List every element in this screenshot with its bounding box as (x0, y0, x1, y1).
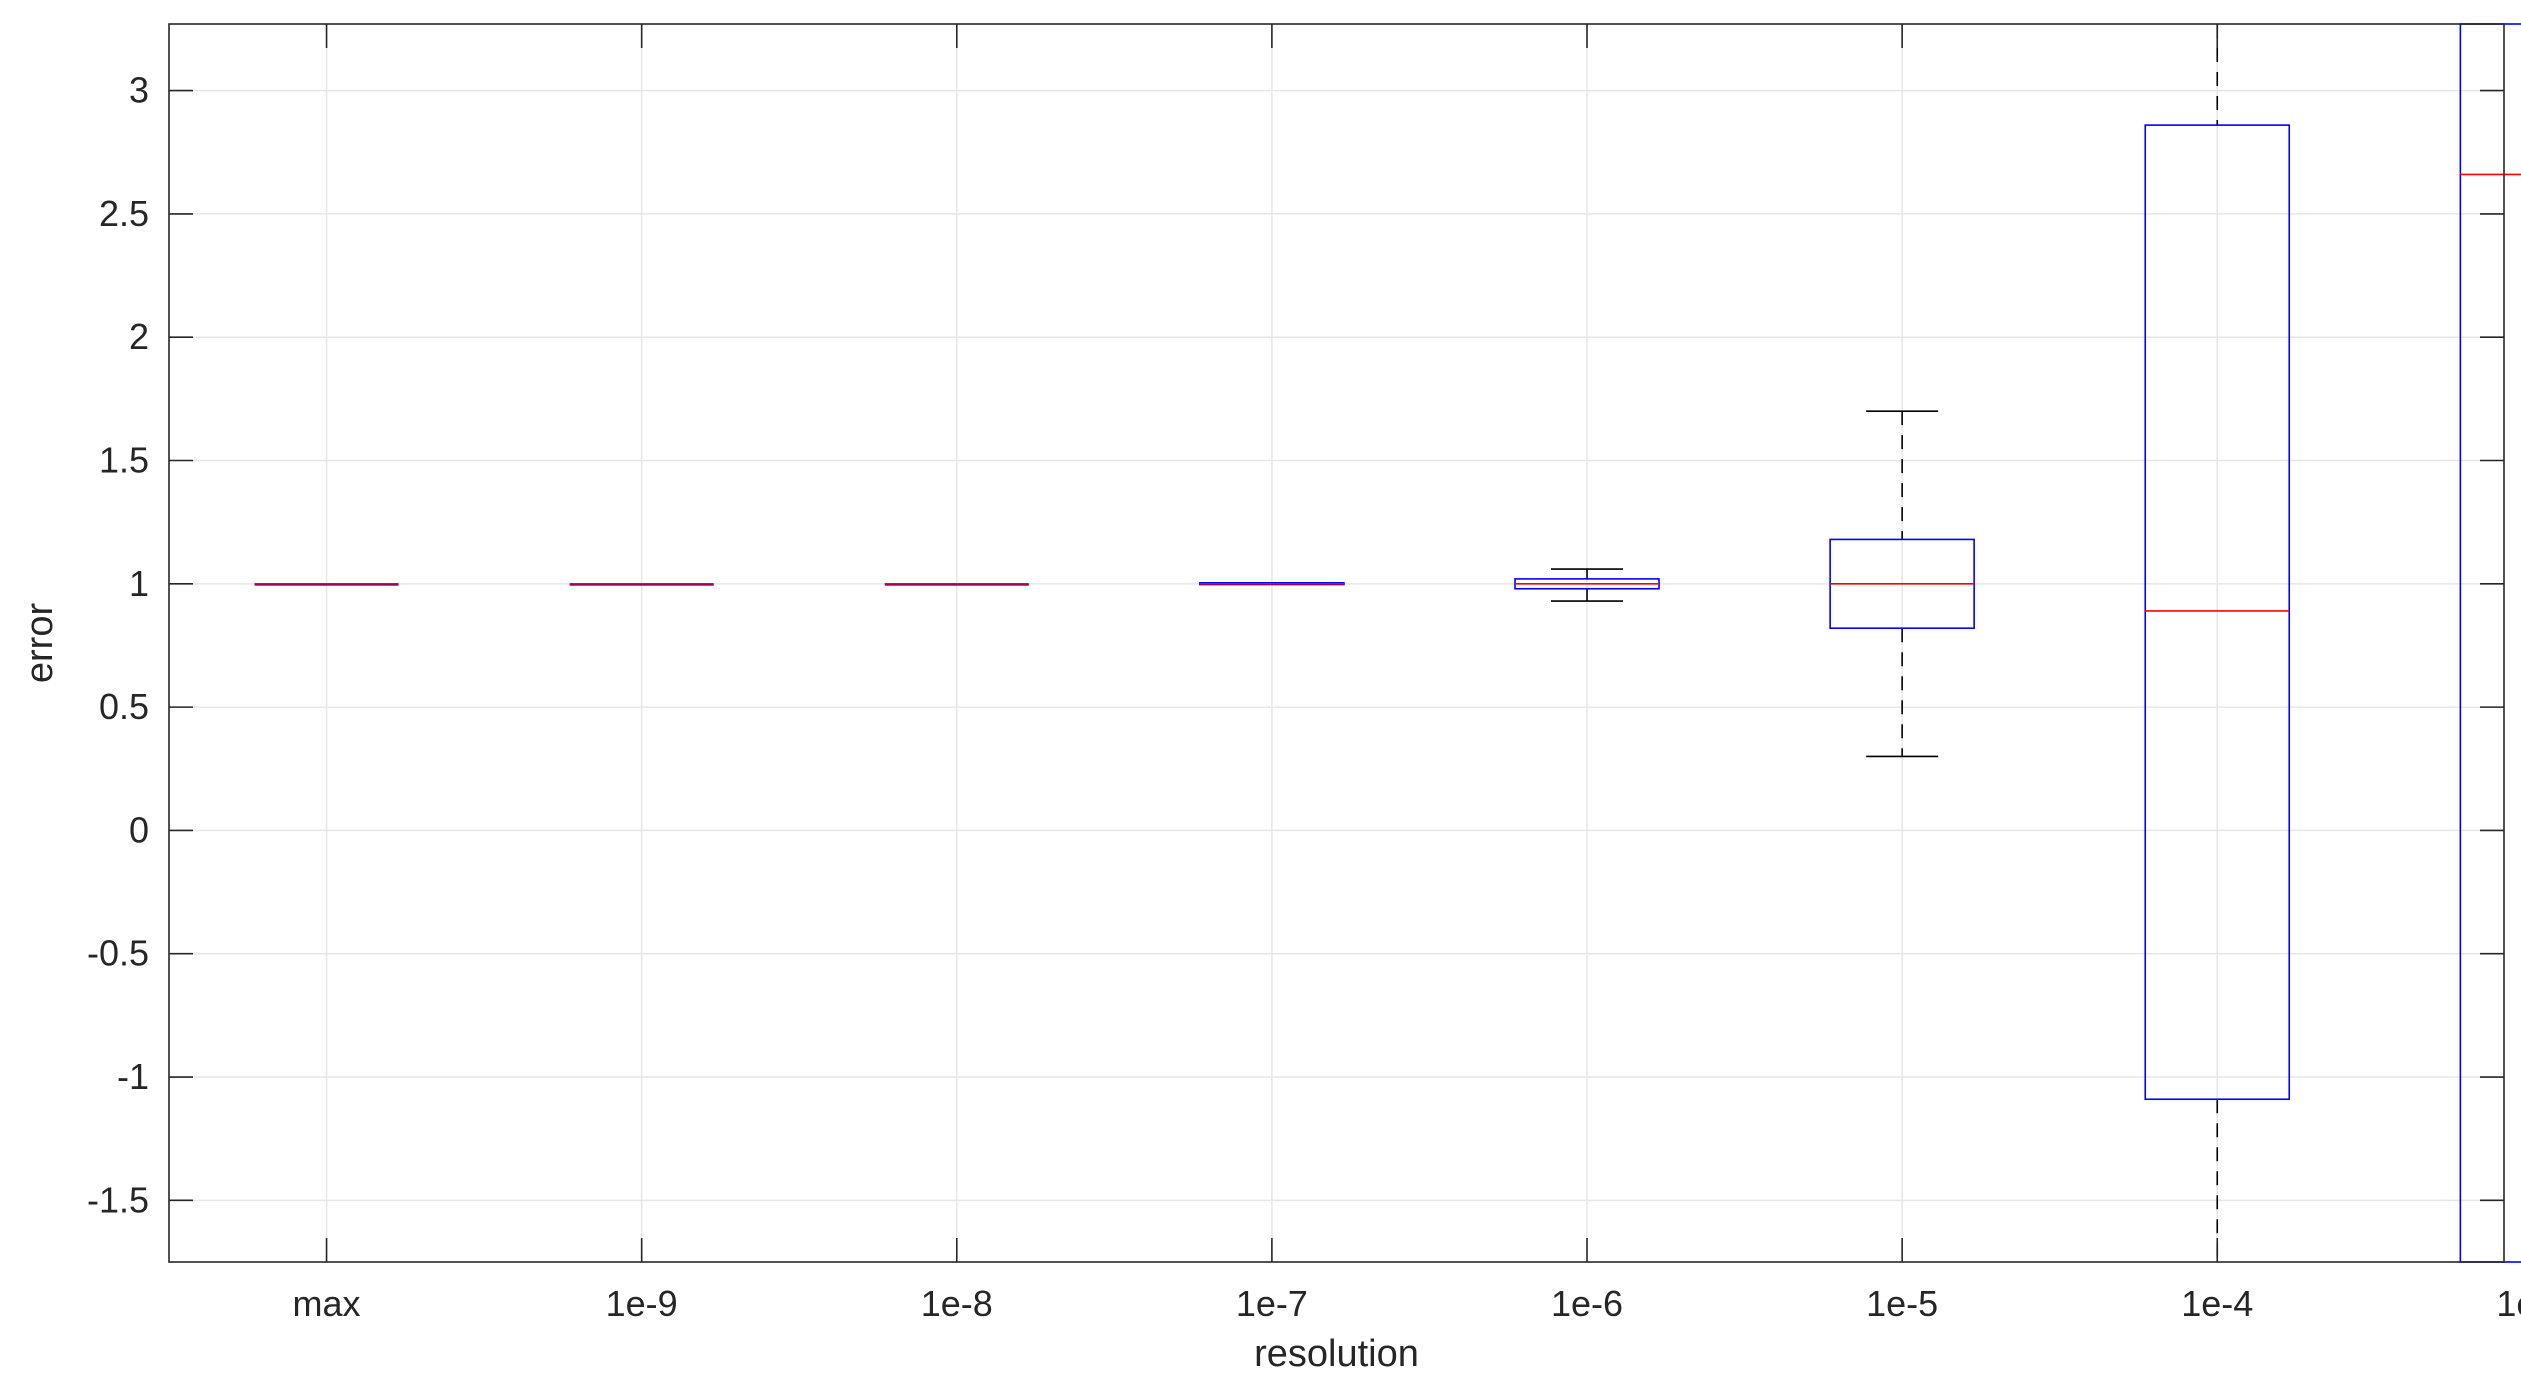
box-1e-4 (2144, 24, 2291, 1262)
y-tick-label: 0 (129, 809, 149, 850)
box-1e-3 (2459, 23, 2521, 1263)
iqr-box (2144, 124, 2291, 1101)
box-layer (254, 23, 2521, 1263)
y-tick-label: -1 (117, 1056, 149, 1097)
y-axis-title: error (19, 603, 61, 684)
box-1e-9 (569, 583, 714, 586)
x-tick-label: 1e-5 (1866, 1283, 1938, 1324)
iqr-box (2459, 23, 2521, 1263)
box-1e-8 (884, 583, 1029, 586)
x-tick-label: max (293, 1283, 361, 1324)
plot-area-frame (168, 23, 2505, 1263)
grid-layer (169, 24, 2504, 1262)
y-tick-label: 1.5 (99, 440, 149, 481)
box-1e-6 (1514, 568, 1660, 602)
x-tick-label: 1e-6 (1551, 1283, 1623, 1324)
y-tick-label: 1 (129, 563, 149, 604)
y-tick-label: 3 (129, 70, 149, 111)
x-tick-label: 1e-4 (2181, 1283, 2253, 1324)
box-1e-7 (1199, 582, 1345, 586)
x-tick-label: 1e-7 (1236, 1283, 1308, 1324)
y-tick-label: 0.5 (99, 686, 149, 727)
box-1e-5 (1829, 410, 1975, 758)
tick-label-layer: -1.5 -1 -0.5 0 0.5 1 1.5 2 2.5 3 max 1e-9 1e-8 1e-7 1e… (87, 70, 2521, 1324)
x-tick-label: 1e-9 (606, 1283, 678, 1324)
y-tick-label: -1.5 (87, 1179, 149, 1220)
y-tick-label: -0.5 (87, 933, 149, 974)
y-tick-label: 2.5 (99, 193, 149, 234)
y-tick-label: 2 (129, 316, 149, 357)
box-max (254, 583, 399, 586)
x-tick-label: 1e-8 (921, 1283, 993, 1324)
x-tick-label: 1e-3 (2496, 1283, 2521, 1324)
tick-layer (169, 24, 2504, 1262)
x-axis-title: resolution (1254, 1333, 1419, 1375)
